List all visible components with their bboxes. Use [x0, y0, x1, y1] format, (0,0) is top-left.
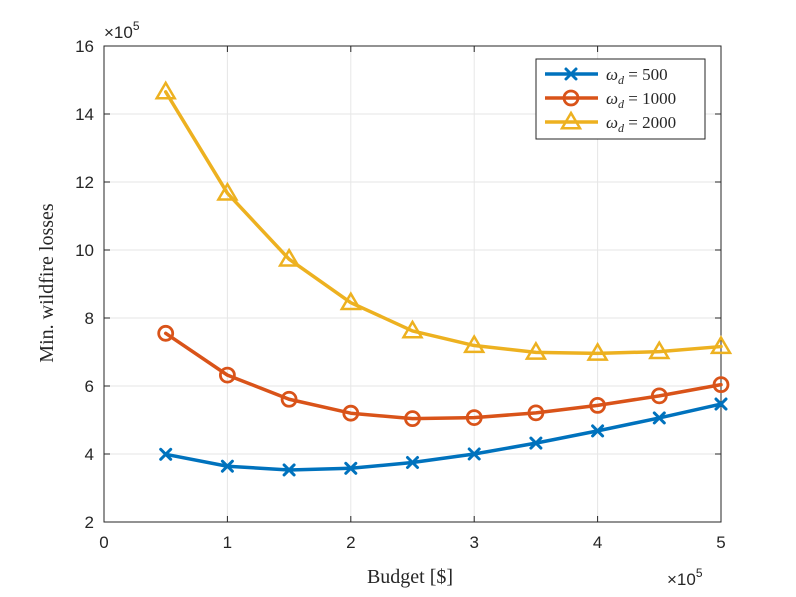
x-axis-label: Budget [$]	[367, 566, 453, 588]
data-point	[591, 424, 605, 438]
y-tick-label: 10	[75, 241, 94, 260]
data-point	[157, 324, 175, 342]
data-point	[154, 80, 177, 100]
data-point	[216, 181, 239, 201]
data-point	[159, 447, 173, 461]
data-point	[342, 404, 360, 422]
y-axis-label: Min. wildfire losses	[36, 203, 58, 363]
legend-marker	[562, 89, 580, 107]
x-tick-label: 1	[223, 533, 232, 552]
x-tick-labels: 0 1 2 3 4 5	[99, 533, 725, 552]
series-line	[163, 402, 723, 472]
data-point	[527, 404, 545, 422]
x-tick-label: 0	[99, 533, 108, 552]
y-tick-label: 16	[75, 37, 94, 56]
x-tick-label: 5	[716, 533, 725, 552]
x-tick-label: 3	[469, 533, 478, 552]
data-point	[467, 447, 481, 461]
data-point	[282, 463, 296, 477]
y-tick-label: 12	[75, 173, 94, 192]
series-line	[163, 90, 723, 356]
series-layer	[154, 80, 733, 477]
data-point	[339, 291, 362, 311]
data-point	[589, 396, 606, 414]
data-point	[401, 319, 424, 339]
y-tick-label: 6	[85, 377, 94, 396]
data-point	[463, 334, 486, 354]
y-tick-label: 2	[85, 513, 94, 532]
series-3	[154, 80, 733, 361]
data-point	[712, 376, 730, 394]
data-point	[404, 410, 421, 428]
data-point	[220, 459, 234, 473]
data-point	[218, 366, 236, 384]
series-1	[159, 397, 728, 477]
series-2	[157, 324, 730, 428]
legend-entry: ωd = 1000	[545, 89, 676, 111]
x-axis-multiplier: ×105	[667, 566, 703, 589]
data-point	[280, 390, 298, 408]
series-line	[163, 331, 723, 421]
data-point	[524, 340, 548, 360]
data-point	[648, 340, 671, 360]
data-point	[714, 397, 728, 411]
legend-marker	[559, 110, 583, 130]
legend-label: ωd = 1000	[606, 89, 676, 111]
data-point	[709, 335, 733, 355]
legend-label: ωd = 500	[606, 65, 668, 87]
legend-marker	[564, 67, 578, 81]
y-axis-multiplier: ×105	[104, 19, 140, 42]
y-tick-label: 14	[75, 105, 94, 124]
data-point	[406, 456, 419, 469]
legend-entry: ωd = 2000	[545, 110, 676, 135]
y-tick-labels: 2 4 6 8 10 12 14 16	[75, 37, 94, 532]
data-point	[465, 409, 483, 427]
legend-entry: ωd = 500	[545, 65, 668, 87]
x-tick-label: 2	[346, 533, 355, 552]
data-point	[652, 411, 666, 425]
data-point	[277, 247, 301, 267]
data-point	[586, 341, 609, 361]
y-tick-label: 4	[85, 445, 94, 464]
y-tick-label: 8	[85, 309, 94, 328]
data-point	[344, 461, 358, 475]
data-point	[650, 387, 668, 405]
plot-area-frame	[103, 45, 722, 523]
data-point	[529, 436, 543, 450]
x-tick-label: 4	[593, 533, 602, 552]
legend-label: ωd = 2000	[606, 113, 676, 135]
